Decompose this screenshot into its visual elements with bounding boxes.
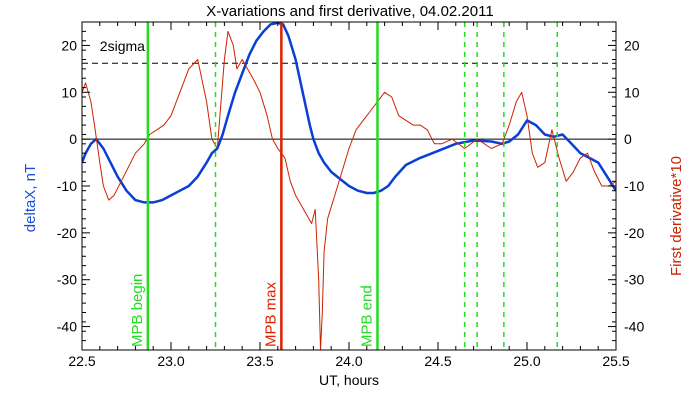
marker-label-0: MPB begin	[129, 274, 146, 347]
y-tick-label-left: 20	[61, 37, 77, 53]
x-tick-label: 24.0	[335, 353, 362, 369]
y-tick-label-left: -20	[57, 225, 77, 241]
x-tick-label: 25.0	[513, 353, 540, 369]
sigma-label: 2sigma	[100, 38, 145, 54]
series-line-1	[82, 30, 616, 350]
y-axis-label-right: First derivative*10	[668, 156, 685, 276]
y-tick-label-left: 0	[69, 131, 77, 147]
y-tick-label-right: 20	[624, 37, 640, 53]
y-tick-label-right: -40	[624, 319, 644, 335]
y-axis-left: -40 -30 -20 -10 0 10 20	[57, 21, 90, 351]
y-tick-label-right: -10	[624, 178, 644, 194]
x-tick-label: 23.5	[246, 353, 273, 369]
y-tick-label-right: 0	[624, 131, 632, 147]
y-tick-label-left: 10	[61, 84, 77, 100]
marker-label-3: MPB end	[358, 285, 375, 347]
y-tick-label-left: -40	[57, 319, 77, 335]
x-tick-label: 25.5	[602, 353, 629, 369]
y-tick-label-right: 10	[624, 84, 640, 100]
y-tick-label-left: -10	[57, 178, 77, 194]
x-tick-label: 23.0	[157, 353, 184, 369]
x-axis: 22.5 23.0 23.5 24.0 24.5 25.0 25.5	[68, 22, 630, 369]
series-line-0	[82, 22, 616, 204]
chart-title: X-variations and first derivative, 04.02…	[206, 3, 493, 20]
x-axis-label: UT, hours	[319, 372, 379, 388]
x-tick-label: 24.5	[424, 353, 451, 369]
plot-area: 2sigma MPB begin MPB max MPB end	[82, 22, 616, 350]
x-tick-label: 22.5	[68, 353, 95, 369]
plot-clip-group	[82, 22, 616, 350]
y-tick-label-left: -30	[57, 272, 77, 288]
y-axis-label-left: deltaX, nT	[22, 164, 39, 232]
y-axis-right: -40 -30 -20 -10 0 10 20	[608, 21, 644, 351]
marker-label-2: MPB max	[262, 281, 279, 347]
y-tick-label-right: -20	[624, 225, 644, 241]
y-tick-label-right: -30	[624, 272, 644, 288]
